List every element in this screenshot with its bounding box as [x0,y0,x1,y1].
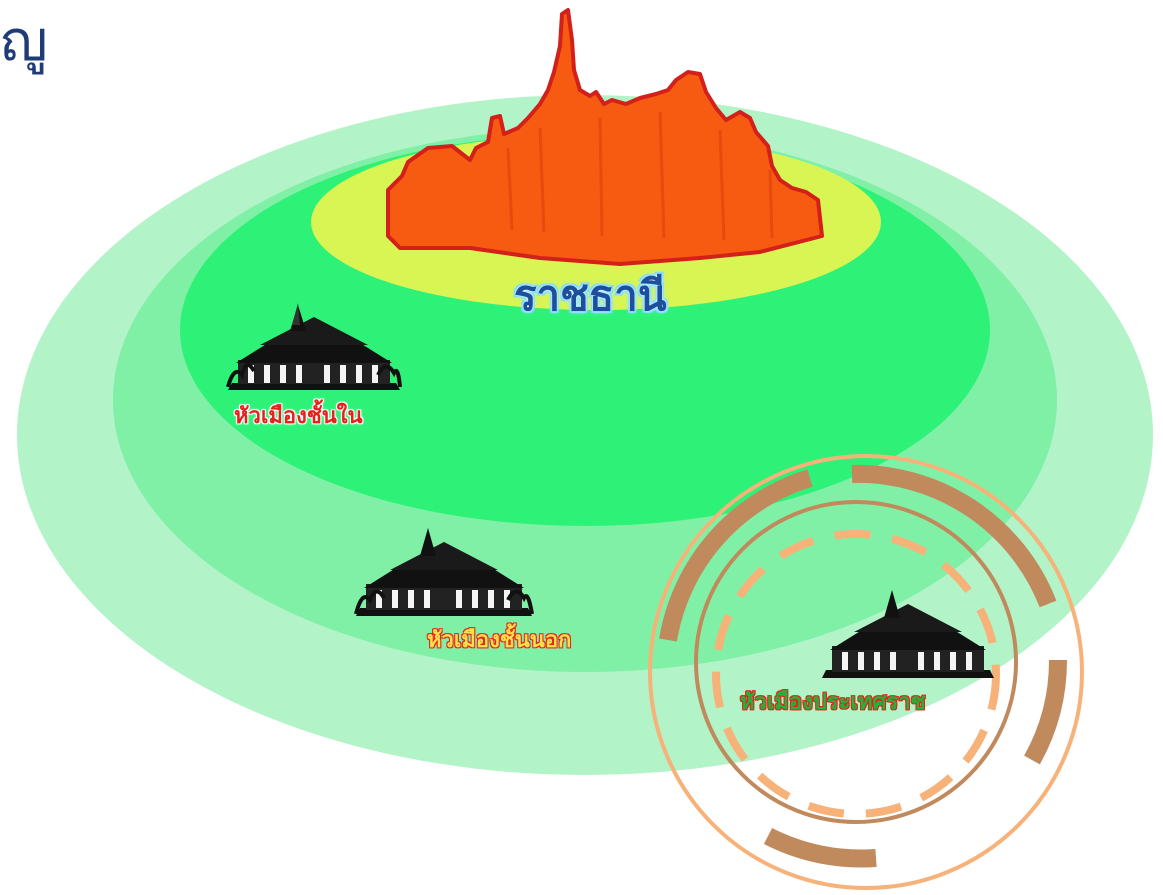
tributary-label: หัวเมืองประเทศราช [740,690,926,715]
temple-icon-tributary [822,590,994,678]
tributary-arc-segments [659,464,1068,868]
tributary-inner-circle [694,500,1018,824]
tributary-dashed-circle [712,530,1000,818]
temple-icon-inner [226,303,402,390]
inner-city-label: หัวเมืองชั้นใน [234,404,363,429]
tributary-outer-circle [648,454,1084,890]
capital-palace-detail [506,111,774,241]
capital-palace-icon [386,8,824,266]
title-fragment: ญู [0,9,48,74]
temple-icon-outer [354,528,534,616]
outer-city-label: หัวเมืองชั้นนอก [427,628,572,653]
capital-label: ราชธานี [514,271,667,320]
